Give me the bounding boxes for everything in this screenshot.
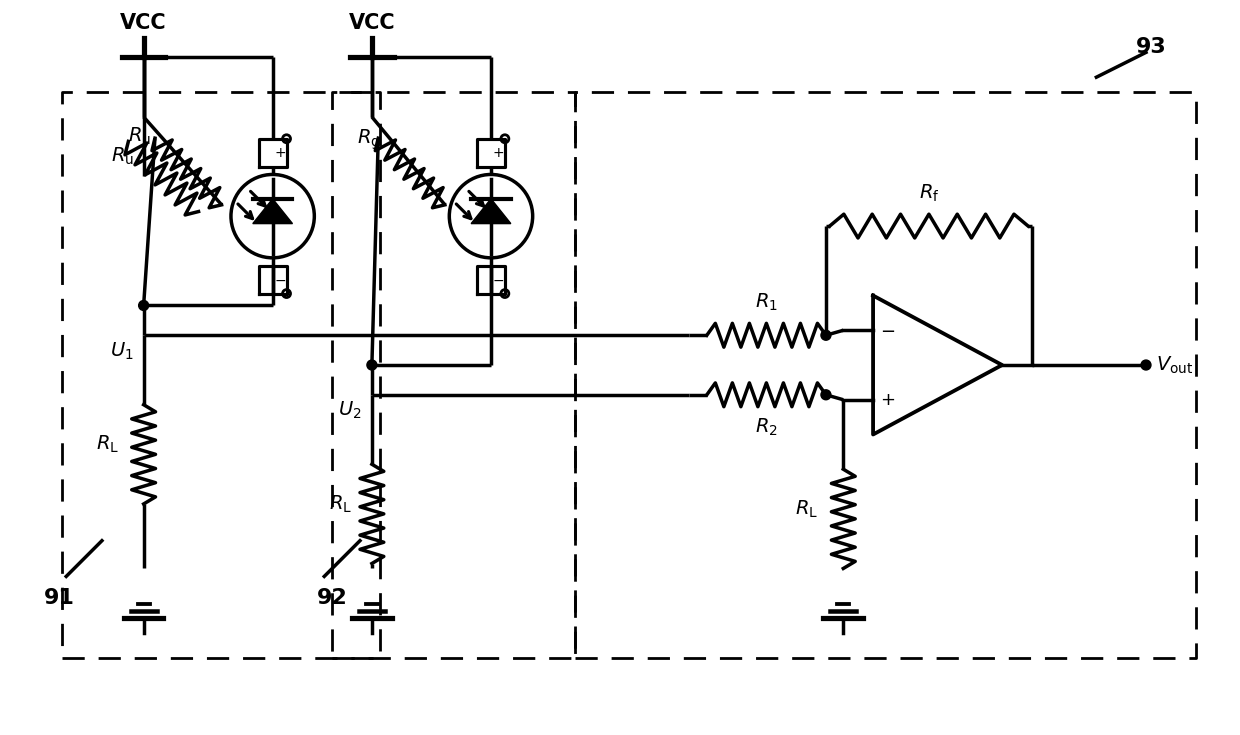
Text: VCC: VCC <box>348 12 396 32</box>
Text: $R_\mathrm{u}$: $R_\mathrm{u}$ <box>110 146 134 168</box>
Polygon shape <box>471 198 511 223</box>
Polygon shape <box>253 198 293 223</box>
Text: 91: 91 <box>43 588 74 609</box>
Text: $-$: $-$ <box>492 273 503 287</box>
Text: $R_\mathrm{u}$: $R_\mathrm{u}$ <box>128 126 150 148</box>
Text: $R_\mathrm{L}$: $R_\mathrm{L}$ <box>329 493 352 514</box>
Text: $+$: $+$ <box>274 146 285 159</box>
Text: $-$: $-$ <box>880 321 895 340</box>
Text: $U_2$: $U_2$ <box>339 400 362 421</box>
Text: $R_2$: $R_2$ <box>755 417 777 438</box>
Text: VCC: VCC <box>120 12 167 32</box>
Circle shape <box>821 330 831 340</box>
Text: 93: 93 <box>1136 37 1167 57</box>
Circle shape <box>821 390 831 400</box>
Text: $+$: $+$ <box>492 146 503 159</box>
Text: $V_\mathrm{out}$: $V_\mathrm{out}$ <box>1156 354 1193 376</box>
Circle shape <box>367 360 377 370</box>
Text: $R_\mathrm{L}$: $R_\mathrm{L}$ <box>95 434 119 455</box>
Text: $R_\mathrm{g}$: $R_\mathrm{g}$ <box>357 127 379 152</box>
Circle shape <box>139 301 149 310</box>
Text: $R_\mathrm{f}$: $R_\mathrm{f}$ <box>919 183 939 204</box>
Text: $R_1$: $R_1$ <box>755 292 777 313</box>
Text: 92: 92 <box>316 588 347 609</box>
Text: $R_\mathrm{L}$: $R_\mathrm{L}$ <box>795 498 818 520</box>
Text: $+$: $+$ <box>880 391 895 409</box>
Circle shape <box>1141 360 1151 370</box>
Text: $U_1$: $U_1$ <box>110 340 134 362</box>
Text: $-$: $-$ <box>274 273 285 287</box>
